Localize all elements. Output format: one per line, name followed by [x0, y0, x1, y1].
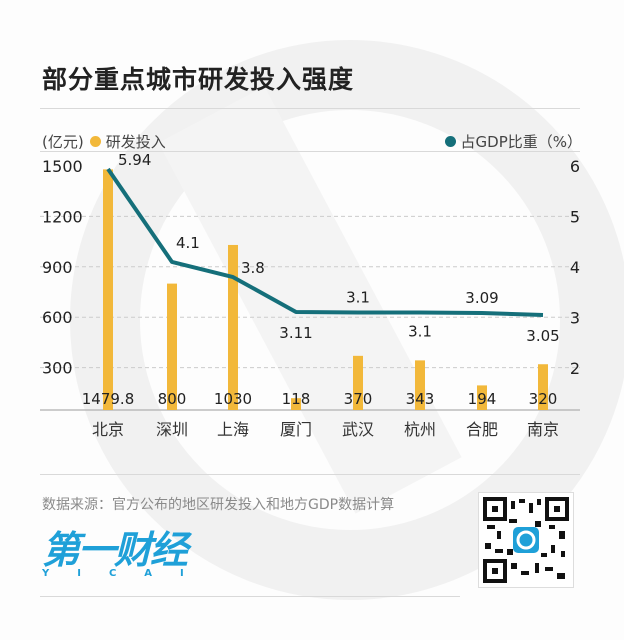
category-label: 杭州: [404, 420, 436, 439]
category-label: 南京: [527, 420, 559, 439]
bar-value-label: 1030: [214, 390, 252, 408]
yicai-logo: 第一财经 YICAI: [42, 530, 212, 579]
legend-divider: [40, 151, 580, 152]
logo-en: YICAI: [42, 568, 212, 579]
bar-value-label: 343: [406, 390, 435, 408]
line-legend-label: 占GDP比重（%）: [460, 133, 582, 151]
bar: [415, 360, 425, 410]
left-axis-tick: 1200: [42, 207, 83, 226]
chart-title: 部分重点城市研发投入强度: [42, 65, 355, 94]
right-axis-tick: 5: [570, 208, 580, 227]
bar-legend-dot-icon: [89, 136, 101, 147]
category-label: 上海: [217, 420, 249, 439]
bottom-divider: [40, 596, 460, 597]
line-value-label: 3.11: [279, 324, 312, 342]
right-axis-tick: 4: [570, 258, 580, 277]
category-label: 厦门: [280, 420, 312, 439]
right-axis-tick: 2: [570, 359, 580, 378]
category-label: 合肥: [466, 420, 498, 439]
line-value-label: 5.94: [118, 151, 151, 169]
bar-legend-label: 研发投入: [105, 133, 166, 151]
chart-canvas: 300 600 900 1200 1500 2 3 4 5 6 1479.8 北京 800 深圳 1030 上…: [40, 151, 580, 439]
line-value-label: 3.1: [346, 288, 370, 306]
legend-left: (亿元) 研发投入: [42, 131, 166, 152]
right-axis-tick: 6: [570, 157, 580, 176]
bar-value-label: 800: [158, 390, 187, 408]
bar-value-label: 320: [529, 390, 558, 408]
line-value-label: 3.1: [408, 322, 432, 340]
line-value-label: 3.8: [241, 259, 265, 277]
footer-divider: [40, 474, 580, 475]
bar-value-label: 1479.8: [82, 390, 135, 408]
category-label: 深圳: [156, 420, 188, 439]
title-divider: [40, 108, 580, 109]
line-value-label: 3.09: [465, 289, 498, 307]
logo-cn: 第一财经: [42, 528, 188, 572]
bar: [167, 283, 177, 410]
qr-code-icon: [483, 497, 569, 583]
legend-right: 占GDP比重（%）: [439, 131, 582, 152]
bar-value-label: 370: [344, 390, 373, 408]
category-label: 北京: [92, 420, 124, 439]
ratio-line: [106, 167, 544, 317]
line-legend-dot-icon: [444, 136, 456, 147]
bar-value-label: 194: [468, 390, 497, 408]
line-value-label: 4.1: [176, 234, 200, 252]
left-axis-tick: 600: [42, 308, 73, 327]
left-axis-tick: 1500: [42, 157, 83, 176]
bar-value-label: 118: [282, 390, 311, 408]
right-axis-tick: 3: [570, 309, 580, 328]
category-label: 武汉: [342, 420, 374, 439]
bar: [538, 364, 548, 410]
bar: [477, 385, 487, 410]
left-axis-unit: (亿元): [42, 133, 84, 151]
data-source: 数据来源：官方公布的地区研发投入和地方GDP数据计算: [42, 497, 395, 513]
bar: [291, 398, 301, 410]
line-value-label: 3.05: [526, 327, 559, 345]
bar: [103, 169, 113, 410]
bar: [228, 244, 238, 410]
bar: [353, 355, 363, 410]
left-axis-tick: 900: [42, 258, 73, 277]
left-axis-tick: 300: [42, 359, 73, 378]
qr-code[interactable]: [478, 492, 574, 588]
